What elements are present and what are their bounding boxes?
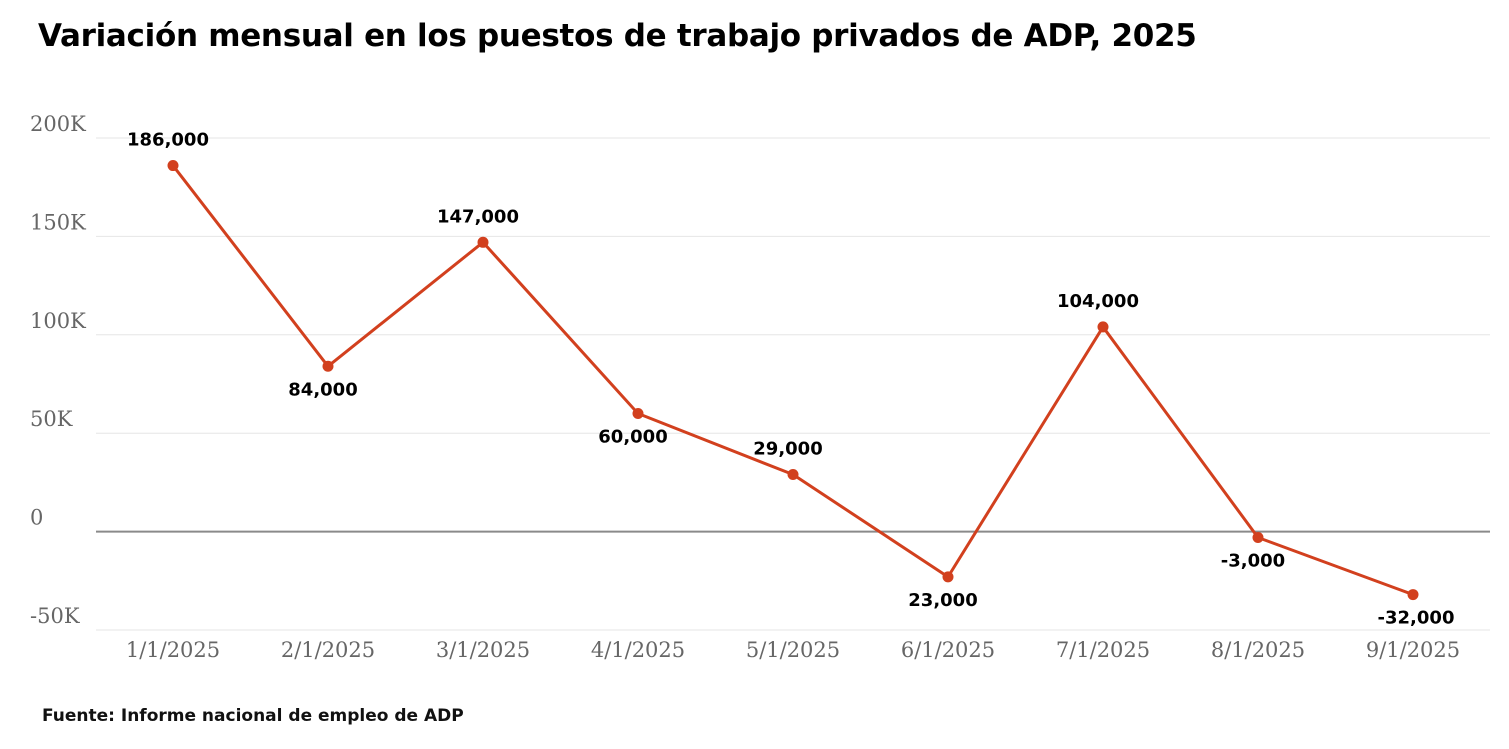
series-line-path: [171, 164, 1415, 597]
gridlines: [96, 137, 1490, 631]
x-tick-label: 2/1/2025: [281, 638, 375, 662]
data-point: [942, 571, 954, 583]
y-tick-label: 100K: [30, 309, 86, 333]
x-tick-label: 3/1/2025: [436, 638, 530, 662]
data-point: [1097, 321, 1109, 333]
x-tick-label: 4/1/2025: [591, 638, 685, 662]
data-point: [787, 469, 799, 481]
data-labels: 186,000 84,000 147,000 60,000 29,000 23,000 10…: [127, 130, 1454, 629]
x-tick-label: 8/1/2025: [1211, 638, 1305, 662]
y-tick-label: 0: [30, 506, 43, 530]
y-tick-label: -50K: [30, 604, 80, 628]
y-tick-label: 150K: [30, 210, 86, 234]
x-tick-label: 9/1/2025: [1366, 638, 1460, 662]
data-point: [322, 360, 334, 372]
data-label: 29,000: [753, 439, 822, 460]
data-points: [167, 160, 1419, 601]
x-tick-label: 6/1/2025: [901, 638, 995, 662]
data-point: [632, 408, 644, 420]
data-label: 60,000: [598, 427, 667, 448]
data-label: -32,000: [1378, 608, 1455, 629]
data-point: [477, 236, 489, 248]
y-tick-label: 50K: [30, 407, 73, 431]
x-tick-label: 5/1/2025: [746, 638, 840, 662]
data-label: 186,000: [127, 130, 209, 151]
x-tick-label: 7/1/2025: [1056, 638, 1150, 662]
data-point: [167, 160, 179, 172]
chart-title: Variación mensual en los puestos de trab…: [38, 18, 1197, 54]
data-label: -3,000: [1221, 551, 1285, 572]
x-tick-label: 1/1/2025: [126, 638, 220, 662]
series-line: [171, 164, 1415, 597]
data-label: 104,000: [1057, 291, 1139, 312]
data-label: 84,000: [288, 379, 357, 400]
data-label: 147,000: [437, 206, 519, 227]
y-axis-ticks: 200K 150K 100K 50K 0 -50K: [30, 112, 86, 628]
data-point: [1252, 532, 1264, 544]
source-note: Fuente: Informe nacional de empleo de AD…: [42, 706, 464, 726]
y-tick-label: 200K: [30, 112, 86, 136]
data-point: [1407, 589, 1419, 601]
x-axis-ticks: 1/1/2025 2/1/2025 3/1/2025 4/1/2025 5/1/2025…: [126, 638, 1460, 662]
data-label: 23,000: [908, 590, 977, 611]
